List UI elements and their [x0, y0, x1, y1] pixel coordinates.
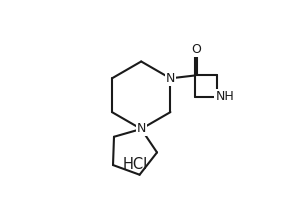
Text: N: N: [166, 72, 175, 85]
Text: O: O: [191, 42, 201, 55]
Text: HCl: HCl: [123, 157, 148, 172]
Text: N: N: [136, 122, 146, 135]
Text: NH: NH: [215, 90, 234, 103]
